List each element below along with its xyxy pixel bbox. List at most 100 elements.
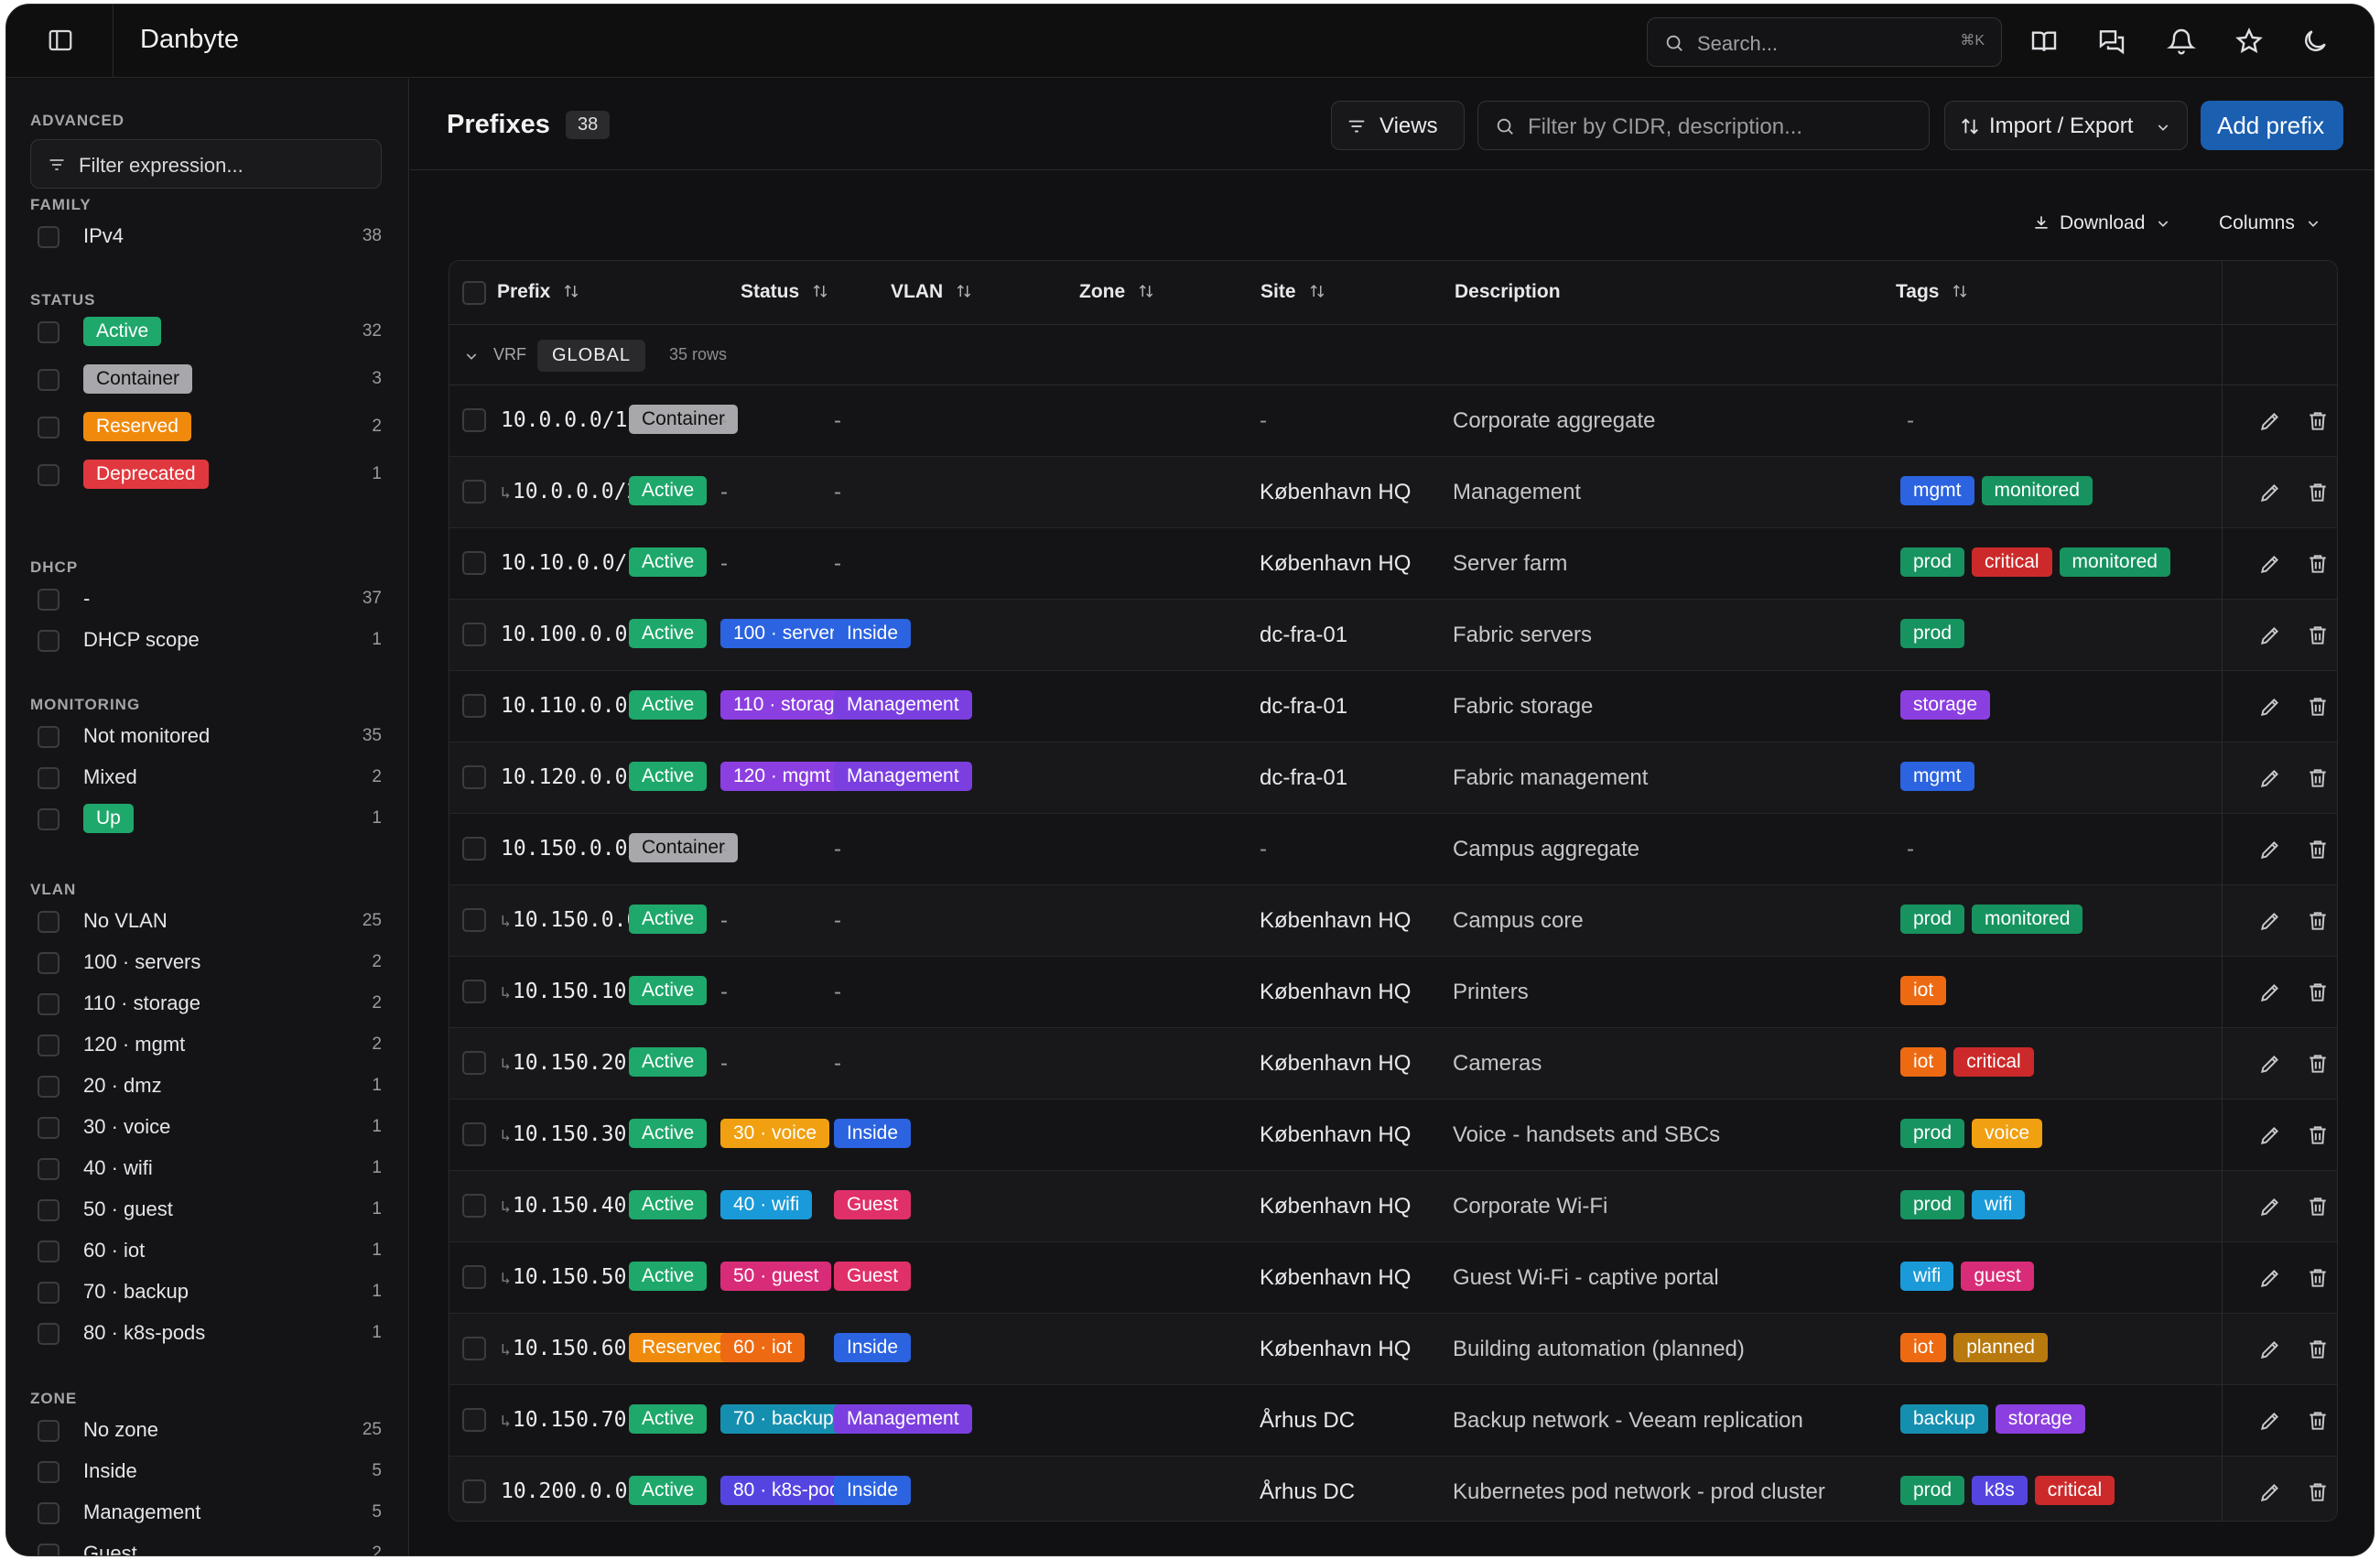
tag-badge[interactable]: backup xyxy=(1900,1404,1988,1434)
filter-checkbox[interactable] xyxy=(38,464,60,486)
tag-badge[interactable]: wifi xyxy=(1972,1190,2026,1219)
filter-checkbox[interactable] xyxy=(38,1502,60,1524)
filter-checkbox[interactable] xyxy=(38,1544,60,1555)
row-checkbox[interactable] xyxy=(462,837,486,861)
site-cell[interactable]: København HQ xyxy=(1260,480,1412,504)
filter-option-monitoring[interactable]: Mixed 2 xyxy=(38,761,382,794)
table-row[interactable]: ↳10.150.50.0/24 Active 50 · guest Guest Købe… xyxy=(449,1242,2337,1314)
filter-option-status[interactable]: Active 32 xyxy=(38,315,382,348)
filter-option-vlan[interactable]: 70 · backup 1 xyxy=(38,1275,382,1308)
filter-checkbox[interactable] xyxy=(38,1035,60,1056)
trash-icon[interactable] xyxy=(2306,909,2330,933)
vlan-badge[interactable]: 70 · backup xyxy=(720,1404,847,1434)
site-cell[interactable]: København HQ xyxy=(1260,1051,1412,1076)
table-row[interactable]: ↳10.150.70.0/24 Active 70 · backup Manageme… xyxy=(449,1385,2337,1457)
table-row[interactable]: ↳10.150.10.0/24 Active - - København HQ Print… xyxy=(449,957,2337,1028)
filter-option-zone[interactable]: No zone 25 xyxy=(38,1414,382,1446)
filter-option-monitoring[interactable]: Up 1 xyxy=(38,802,382,835)
filter-checkbox[interactable] xyxy=(38,808,60,830)
star-icon[interactable] xyxy=(2234,27,2264,56)
column-tags[interactable]: Tags xyxy=(1896,281,1968,303)
filter-checkbox[interactable] xyxy=(38,952,60,974)
tag-badge[interactable]: iot xyxy=(1900,976,1947,1005)
row-checkbox[interactable] xyxy=(462,765,486,789)
table-row[interactable]: ↳10.150.0.0/24 Active - - København HQ Campus… xyxy=(449,885,2337,957)
edit-icon[interactable] xyxy=(2258,980,2282,1004)
filter-checkbox[interactable] xyxy=(38,1461,60,1483)
tag-badge[interactable]: storage xyxy=(1900,690,1991,720)
edit-icon[interactable] xyxy=(2258,695,2282,719)
tag-badge[interactable]: mgmt xyxy=(1900,476,1974,505)
bell-icon[interactable] xyxy=(2167,27,2196,56)
vlan-badge[interactable]: 30 · voice xyxy=(720,1119,830,1148)
global-search-input[interactable]: Search... ⌘K xyxy=(1647,17,2002,67)
filter-option-vlan[interactable]: 80 · k8s-pods 1 xyxy=(38,1316,382,1349)
filter-option-vlan[interactable]: 30 · voice 1 xyxy=(38,1110,382,1143)
vlan-badge[interactable]: 50 · guest xyxy=(720,1262,832,1291)
edit-icon[interactable] xyxy=(2258,1266,2282,1290)
site-cell[interactable]: dc-fra-01 xyxy=(1260,623,1348,647)
book-icon[interactable] xyxy=(2029,27,2059,56)
filter-option-zone[interactable]: Inside 5 xyxy=(38,1455,382,1488)
edit-icon[interactable] xyxy=(2258,409,2282,433)
tag-badge[interactable]: iot xyxy=(1900,1333,1947,1362)
column-zone[interactable]: Zone xyxy=(1079,281,1154,303)
site-cell[interactable]: København HQ xyxy=(1260,908,1412,933)
table-row[interactable]: 10.10.0.0/24 Active - - København HQ Server f… xyxy=(449,528,2337,600)
tag-badge[interactable]: critical xyxy=(1953,1047,2034,1077)
row-checkbox[interactable] xyxy=(462,1051,486,1075)
edit-icon[interactable] xyxy=(2258,1409,2282,1433)
trash-icon[interactable] xyxy=(2306,1338,2330,1361)
tag-badge[interactable]: monitored xyxy=(2059,547,2170,577)
chat-icon[interactable] xyxy=(2097,27,2126,56)
filter-checkbox[interactable] xyxy=(38,417,60,439)
site-cell[interactable]: København HQ xyxy=(1260,1265,1412,1290)
table-row[interactable]: 10.110.0.0/24 Active 110 · storage Manageme… xyxy=(449,671,2337,742)
trash-icon[interactable] xyxy=(2306,1266,2330,1290)
tag-badge[interactable]: prod xyxy=(1900,1119,1965,1148)
site-cell[interactable]: København HQ xyxy=(1260,980,1412,1004)
row-checkbox[interactable] xyxy=(462,1408,486,1432)
vrf-group-row[interactable]: VRF GLOBAL 35 rows xyxy=(449,325,2337,385)
row-checkbox[interactable] xyxy=(462,1479,486,1503)
trash-icon[interactable] xyxy=(2306,623,2330,647)
filter-checkbox[interactable] xyxy=(38,1323,60,1345)
table-row[interactable]: 10.150.0.0/16 Container - - - Campus aggregat… xyxy=(449,814,2337,885)
edit-icon[interactable] xyxy=(2258,623,2282,647)
edit-icon[interactable] xyxy=(2258,1338,2282,1361)
filter-checkbox[interactable] xyxy=(38,726,60,748)
edit-icon[interactable] xyxy=(2258,909,2282,933)
tag-badge[interactable]: monitored xyxy=(1981,476,2093,505)
filter-option-vlan[interactable]: 60 · iot 1 xyxy=(38,1234,382,1267)
chevron-down-icon[interactable] xyxy=(464,349,479,363)
tag-badge[interactable]: wifi xyxy=(1900,1262,1954,1291)
filter-option-family[interactable]: IPv4 38 xyxy=(38,220,382,253)
filter-checkbox[interactable] xyxy=(38,1282,60,1304)
prefix-link[interactable]: ↳10.0.0.0/24 xyxy=(501,480,652,504)
filter-option-dhcp[interactable]: - 37 xyxy=(38,582,382,615)
filter-checkbox[interactable] xyxy=(38,767,60,789)
trash-icon[interactable] xyxy=(2306,695,2330,719)
row-checkbox[interactable] xyxy=(462,408,486,432)
column-prefix[interactable]: Prefix xyxy=(497,281,579,303)
columns-button[interactable]: Columns xyxy=(2219,212,2320,234)
site-cell[interactable]: Århus DC xyxy=(1260,1408,1356,1433)
tag-badge[interactable]: storage xyxy=(1995,1404,2085,1434)
filter-checkbox[interactable] xyxy=(38,993,60,1015)
tag-badge[interactable]: planned xyxy=(1953,1333,2048,1362)
row-checkbox[interactable] xyxy=(462,1337,486,1360)
filter-checkbox[interactable] xyxy=(38,589,60,611)
filter-option-status[interactable]: Container 3 xyxy=(38,363,382,395)
tag-badge[interactable]: guest xyxy=(1961,1262,2034,1291)
filter-expression-input[interactable]: Filter expression... xyxy=(30,139,382,189)
column-site[interactable]: Site xyxy=(1260,281,1325,303)
trash-icon[interactable] xyxy=(2306,409,2330,433)
views-button[interactable]: Views xyxy=(1331,101,1465,150)
row-checkbox[interactable] xyxy=(462,1265,486,1289)
site-cell[interactable]: København HQ xyxy=(1260,551,1412,576)
filter-checkbox[interactable] xyxy=(38,1117,60,1139)
column-status[interactable]: Status xyxy=(741,281,828,303)
filter-option-vlan[interactable]: 40 · wifi 1 xyxy=(38,1152,382,1185)
filter-checkbox[interactable] xyxy=(38,911,60,933)
tag-badge[interactable]: prod xyxy=(1900,619,1965,648)
